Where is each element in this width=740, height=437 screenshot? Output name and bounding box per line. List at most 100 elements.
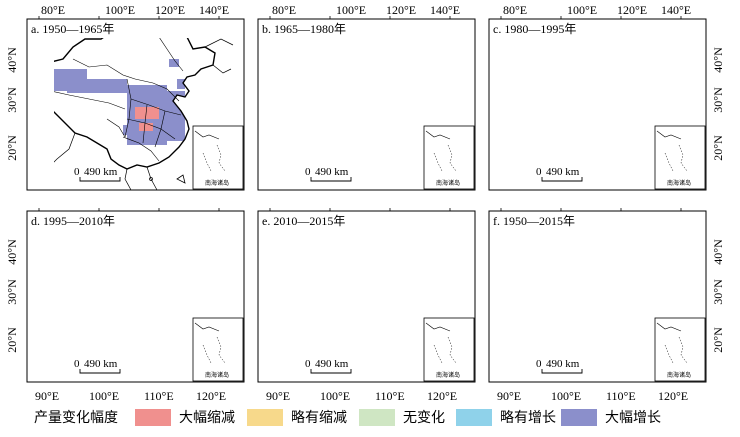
region-patch — [268, 261, 324, 281]
region-patch — [310, 257, 320, 265]
region-patch — [67, 79, 127, 93]
map-panel-b: 南海诸岛 b. 1965—1980年 0 490 km — [257, 16, 476, 191]
legend-title: 产量变化幅度 — [34, 411, 118, 426]
legend-swatch-slight-increase — [456, 408, 492, 426]
lat-tick-right: 40°N — [711, 239, 725, 265]
map-panel-a: 南海诸岛 a. 1950—1965年 0 490 km — [26, 16, 245, 191]
lon-tick-bottom: 100°E — [551, 389, 581, 403]
lat-tick-left: 30°N — [5, 87, 19, 113]
region-patch — [384, 131, 394, 137]
lon-tick-top: 140°E — [199, 3, 229, 17]
lon-tick-top: 120°E — [386, 3, 416, 17]
region-patch — [398, 105, 408, 127]
region-patch — [368, 281, 408, 301]
lon-tick-top: 80°E — [272, 3, 296, 17]
region-patch — [607, 305, 615, 313]
region-patch — [356, 131, 366, 141]
region-patch — [611, 111, 621, 119]
region-patch — [617, 127, 627, 133]
lon-tick-top: 120°E — [155, 3, 185, 17]
lon-tick-bottom: 120°E — [658, 389, 688, 403]
region-patch — [402, 69, 412, 77]
region-patch — [599, 311, 611, 321]
scale-distance: 490 km — [546, 358, 580, 370]
legend-item-slight-decrease: 略有缩减 — [247, 407, 347, 427]
lon-tick-bottom: 120°E — [196, 389, 226, 403]
lon-tick-top: 140°E — [661, 3, 691, 17]
lon-tick-top: 100°E — [105, 3, 135, 17]
region-patch — [366, 99, 404, 113]
south-china-sea-inset: 南海诸岛 — [423, 317, 475, 382]
lon-tick-bottom: 100°E — [89, 389, 119, 403]
lat-tick-right: 40°N — [711, 47, 725, 73]
region-patch — [169, 59, 179, 67]
legend-label-slight-decrease: 略有缩减 — [291, 411, 347, 426]
lon-tick-bottom: 100°E — [320, 389, 350, 403]
region-patch — [625, 285, 645, 333]
south-china-sea-inset: 南海诸岛 — [192, 125, 244, 190]
region-patch — [372, 319, 382, 327]
inset-label: 南海诸岛 — [436, 179, 460, 187]
region-patch — [386, 307, 400, 321]
scale-bar: 0 490 km — [305, 358, 352, 374]
region-patch — [358, 113, 388, 127]
lat-tick-right: 20°N — [711, 327, 725, 353]
region-patch — [153, 327, 163, 337]
region-patch — [41, 269, 59, 283]
region-patch — [589, 319, 597, 327]
scale-bar: 0 490 km — [536, 166, 583, 182]
lon-tick-bottom: 110°E — [375, 389, 405, 403]
region-patch — [139, 123, 153, 131]
scale-distance: 490 km — [84, 166, 118, 178]
region-patch — [292, 65, 302, 73]
lat-tick-left: 40°N — [5, 47, 19, 73]
lon-tick-bottom: 90°E — [35, 389, 59, 403]
panel-label: f. 1950—2015年 — [493, 214, 575, 228]
panel-label: b. 1965—1980年 — [262, 22, 346, 36]
region-patch — [131, 295, 153, 309]
scale-zero: 0 — [305, 358, 311, 370]
region-patch — [398, 289, 410, 303]
lon-tick-bottom: 110°E — [606, 389, 636, 403]
region-patch — [529, 79, 589, 93]
region-patch — [298, 273, 358, 285]
map-panel-e: 南海诸岛 e. 2010—2015年 0 490 km — [257, 208, 476, 383]
region-patch — [615, 323, 625, 331]
region-patch — [354, 297, 404, 337]
scale-bar: 0 490 km — [74, 166, 121, 182]
region-patch — [167, 291, 179, 303]
lon-tick-bottom: 120°E — [427, 389, 457, 403]
map-panel-c: 南海诸岛 c. 1980—1995年 0 490 km — [488, 16, 707, 191]
scale-bar: 0 490 km — [74, 358, 121, 374]
scale-zero: 0 — [305, 166, 311, 178]
lon-tick-bottom: 90°E — [497, 389, 521, 403]
south-china-sea-inset: 南海诸岛 — [423, 125, 475, 190]
region-patch — [639, 271, 647, 281]
scale-bar: 0 490 km — [305, 166, 352, 182]
region-patch — [318, 65, 328, 85]
inset-label: 南海诸岛 — [436, 371, 460, 379]
region-patch — [272, 69, 292, 97]
map-panel-d: 南海诸岛 d. 1995—2010年 0 490 km — [26, 208, 245, 383]
legend: 产量变化幅度 大幅缩减 略有缩减 无变化 略有增长 大幅增长 — [0, 405, 740, 433]
scale-zero: 0 — [536, 358, 542, 370]
lat-tick-left: 20°N — [5, 327, 19, 353]
region-patch — [589, 85, 639, 145]
lon-tick-bottom: 110°E — [144, 389, 174, 403]
region-patch — [499, 261, 549, 285]
inset-label: 南海诸岛 — [667, 371, 691, 379]
region-patch — [589, 277, 639, 337]
scale-zero: 0 — [74, 358, 80, 370]
region-patch — [127, 311, 151, 325]
region-patch — [368, 127, 398, 143]
scale-distance: 490 km — [84, 358, 118, 370]
lat-tick-left: 40°N — [5, 239, 19, 265]
scale-bar: 0 490 km — [536, 358, 583, 374]
lat-tick-left: 20°N — [5, 135, 19, 161]
region-patch — [145, 317, 157, 327]
region-patch — [593, 297, 613, 311]
region-patch — [135, 107, 159, 119]
region-patch — [394, 323, 404, 333]
region-patch — [599, 119, 613, 129]
legend-label-no-change: 无变化 — [403, 411, 445, 426]
